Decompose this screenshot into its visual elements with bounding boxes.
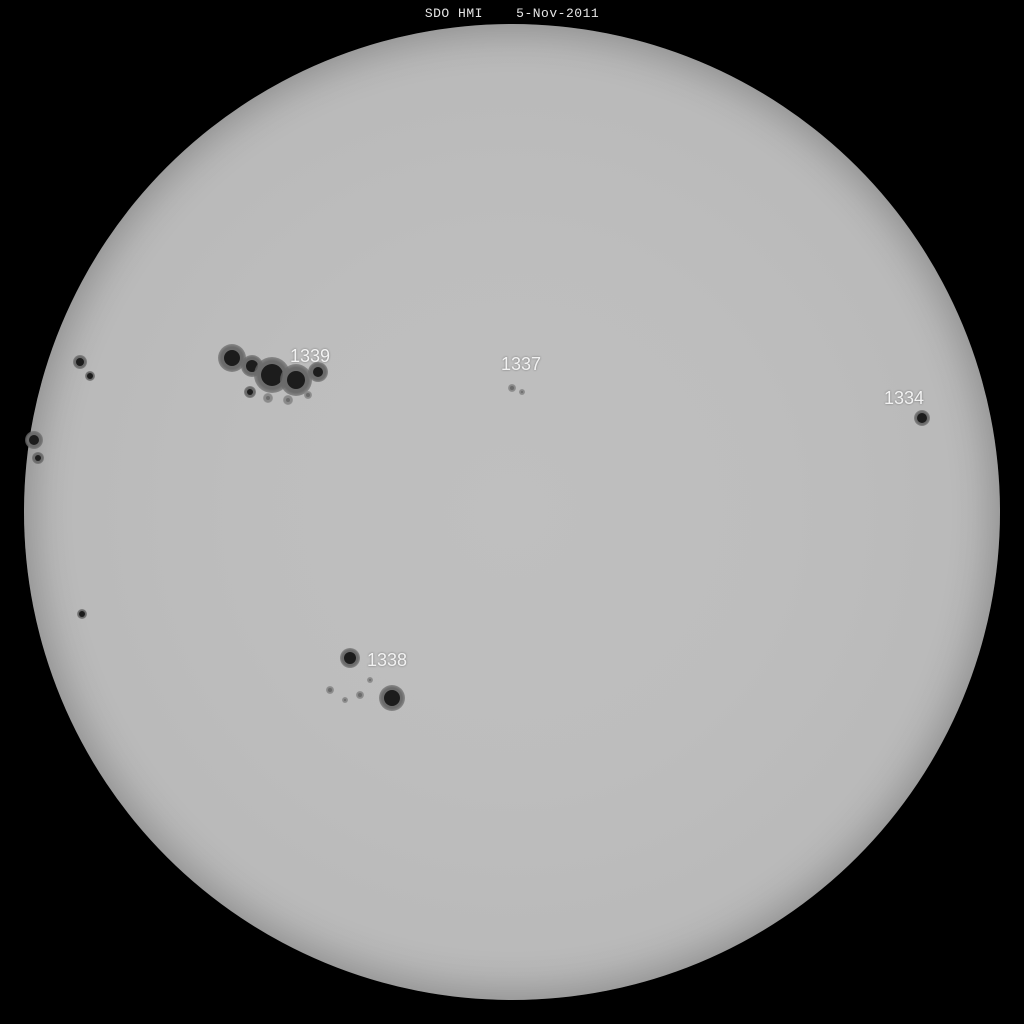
sunspot-umbra	[358, 693, 362, 697]
sunspot-umbra	[87, 373, 93, 379]
sunspot-umbra	[224, 350, 240, 366]
instrument-label: SDO HMI	[425, 6, 483, 21]
sunspot-umbra	[384, 690, 400, 706]
sunspot-umbra	[344, 652, 356, 664]
sunspot-umbra	[344, 699, 346, 701]
sunspot-umbra	[328, 688, 332, 692]
sunspot-umbra	[79, 611, 85, 617]
sunspot-umbra	[247, 389, 253, 395]
region-label-1339: 1339	[290, 346, 330, 367]
sunspot-umbra	[29, 435, 39, 445]
solar-disk	[24, 24, 1000, 1000]
sunspot-umbra	[510, 386, 514, 390]
sunspot-umbra	[286, 398, 290, 402]
sunspot-umbra	[369, 679, 371, 681]
sunspot-umbra	[313, 367, 323, 377]
sunspot-umbra	[76, 358, 84, 366]
sunspot-umbra	[306, 393, 310, 397]
sunspot-umbra	[917, 413, 927, 423]
solar-image-stage: SDO HMI 5-Nov-2011 1339 1337 1334 1338	[0, 0, 1024, 1024]
date-label: 5-Nov-2011	[516, 6, 599, 21]
sunspot-umbra	[521, 391, 523, 393]
region-label-1338: 1338	[367, 650, 407, 671]
image-header: SDO HMI 5-Nov-2011	[0, 6, 1024, 21]
region-label-1337: 1337	[501, 354, 541, 375]
sunspot-umbra	[287, 371, 305, 389]
sunspot-umbra	[35, 455, 41, 461]
region-label-1334: 1334	[884, 388, 924, 409]
sunspot-umbra	[266, 396, 270, 400]
